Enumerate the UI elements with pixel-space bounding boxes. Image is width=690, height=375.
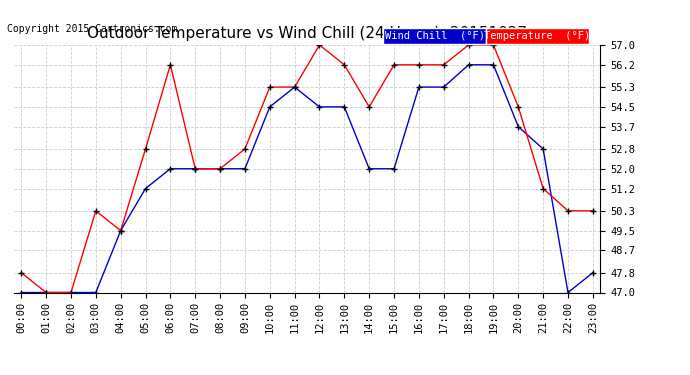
Text: Wind Chill  (°F): Wind Chill (°F) <box>384 31 484 41</box>
Text: Copyright 2015 Cartronics.com: Copyright 2015 Cartronics.com <box>7 24 177 34</box>
FancyBboxPatch shape <box>486 28 589 44</box>
FancyBboxPatch shape <box>384 28 486 44</box>
Title: Outdoor Temperature vs Wind Chill (24 Hours)  20151027: Outdoor Temperature vs Wind Chill (24 Ho… <box>87 26 527 41</box>
Text: Temperature  (°F): Temperature (°F) <box>484 31 591 41</box>
